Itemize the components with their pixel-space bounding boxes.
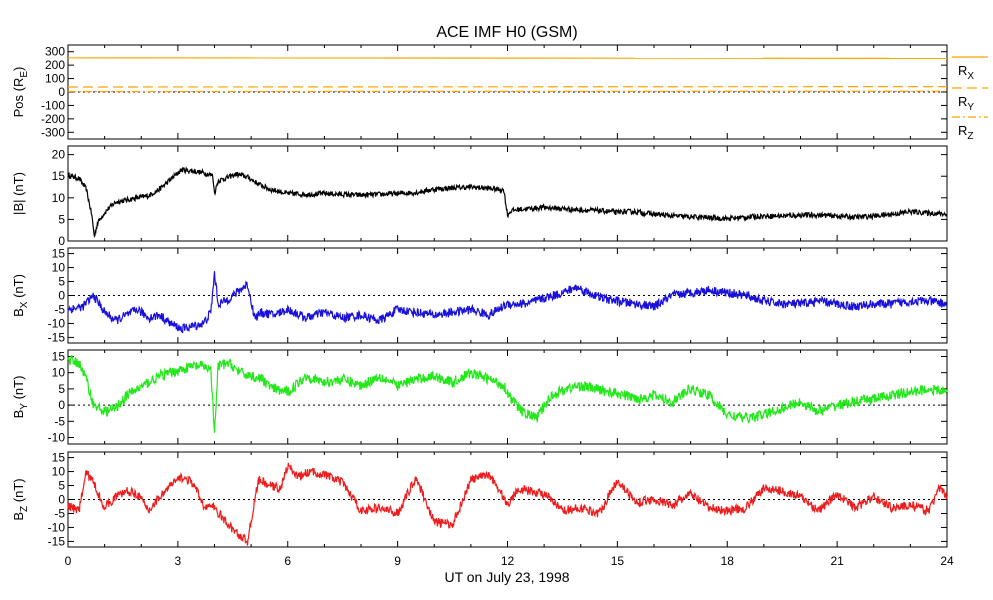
y-axis-label-bx: BX (nT): [11, 274, 30, 317]
y-axis-label-bz: BZ (nT): [11, 478, 30, 520]
y-axis-label-btotal: |B| (nT): [11, 172, 26, 215]
y-tick-label-bx: -15: [48, 330, 66, 344]
y-tick-label-pos: -100: [41, 98, 65, 112]
panel-btotal: 20 15 10 5 0 |B| (nT): [11, 145, 948, 248]
y-tick-label-bx: 0: [58, 289, 65, 303]
y-tick-label-by: 10: [52, 366, 66, 380]
legend-label-RZ: RZ: [958, 123, 974, 142]
x-tick-label: 9: [394, 554, 401, 568]
y-axis-label-by: BY (nT): [11, 376, 30, 419]
y-tick-label-bz: -5: [54, 506, 65, 520]
y-tick-label-bz: 10: [52, 465, 66, 479]
y-tick-label-pos: 300: [45, 45, 65, 59]
x-tick-label: 18: [721, 554, 735, 568]
x-tick-label: 3: [175, 554, 182, 568]
y-tick-label-pos: -200: [41, 112, 65, 126]
y-tick-label-pos: -300: [41, 125, 65, 139]
x-tick-label: 24: [940, 554, 954, 568]
legend-label-sub: X: [967, 71, 974, 82]
legend-label-main: R: [958, 63, 967, 78]
series-line-BX: [67, 271, 948, 334]
y-axis-label-pos: Pos (RE): [11, 67, 30, 118]
y-axis-label-tail: (nT): [11, 274, 26, 301]
x-tick-label: 0: [65, 554, 72, 568]
y-tick-label-bz: 0: [58, 493, 65, 507]
y-tick-label-btotal: 15: [52, 169, 66, 183]
y-tick-label-by: 15: [52, 349, 66, 363]
y-axis-label-main: B: [11, 308, 26, 317]
y-tick-label-by: 0: [58, 398, 65, 412]
y-axis-label-sub: E: [19, 71, 30, 78]
y-tick-label-by: -5: [54, 414, 65, 428]
y-tick-label-bz: 15: [52, 451, 66, 465]
series-line-BY: [67, 354, 948, 433]
chart-title: ACE IMF H0 (GSM): [436, 24, 577, 41]
y-tick-label-btotal: 5: [58, 212, 65, 226]
legend-label-RX: RX: [958, 63, 974, 82]
legend-label-sub: Z: [967, 131, 973, 142]
y-axis-label-tail: (nT): [11, 478, 26, 505]
series-line-|B|: [67, 166, 948, 238]
legend-label-main: R: [958, 94, 967, 109]
series-line-RX: [67, 57, 948, 59]
y-tick-label-by: 5: [58, 382, 65, 396]
x-tick-label: 6: [284, 554, 291, 568]
y-axis-label-sub: X: [19, 301, 30, 308]
y-tick-label-bx: 10: [52, 261, 66, 275]
y-tick-label-pos: 200: [45, 58, 65, 72]
y-tick-label-bx: 5: [58, 275, 65, 289]
series-line-BZ: [67, 462, 948, 546]
y-tick-label-bz: -10: [48, 520, 66, 534]
x-axis-label: UT on July 23, 1998: [444, 569, 569, 585]
y-tick-label-btotal: 0: [58, 234, 65, 248]
y-tick-label-bx: -10: [48, 316, 66, 330]
y-axis-label-main: B: [11, 512, 26, 521]
y-axis-label-tail: ): [11, 67, 26, 71]
y-tick-label-bx: -5: [54, 302, 65, 316]
panel-by: 15 10 5 0 -5 -10 BY (nT): [11, 349, 948, 445]
y-tick-label-btotal: 20: [52, 148, 66, 162]
y-tick-label-by: -10: [48, 431, 66, 445]
y-axis-label-sub: Y: [19, 403, 30, 410]
y-tick-label-btotal: 10: [52, 191, 66, 205]
x-tick-label: 15: [611, 554, 625, 568]
y-axis-label-main: Pos (R: [11, 78, 26, 118]
y-axis-label-tail: (nT): [11, 376, 26, 403]
y-tick-label-bz: 5: [58, 479, 65, 493]
y-axis-label-sub: Z: [19, 506, 30, 512]
x-tick-label: 21: [830, 554, 844, 568]
y-tick-label-pos: 100: [45, 72, 65, 86]
legend-label-main: R: [958, 123, 967, 138]
y-axis-label-main: B: [11, 410, 26, 419]
x-tick-label: 12: [501, 554, 515, 568]
legend-label-sub: Y: [967, 102, 974, 113]
y-tick-label-bz: -15: [48, 534, 66, 548]
legend-label-RY: RY: [958, 94, 974, 113]
y-tick-label-pos: 0: [58, 85, 65, 99]
y-tick-label-bx: 15: [52, 247, 66, 261]
